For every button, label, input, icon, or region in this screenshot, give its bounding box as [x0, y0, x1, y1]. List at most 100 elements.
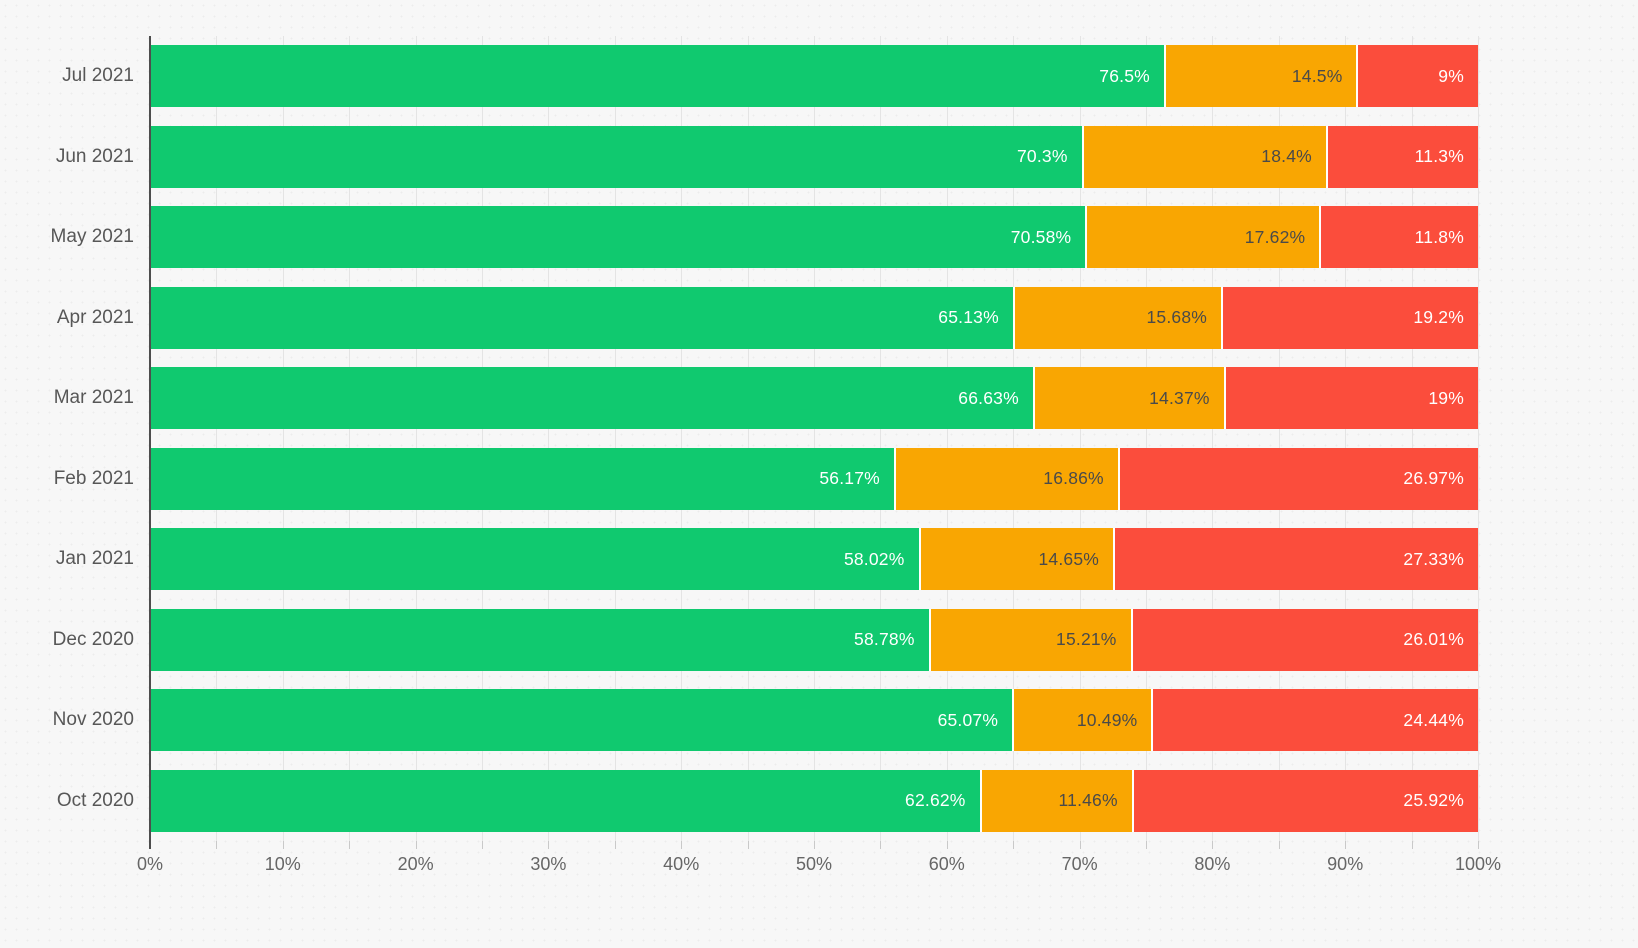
bar-value-label: 26.97%	[1403, 468, 1464, 489]
bar-segment-red[interactable]: 24.44%	[1153, 689, 1478, 752]
bar-value-label: 27.33%	[1403, 548, 1464, 569]
bar-segment-orange[interactable]: 14.5%	[1165, 45, 1359, 108]
x-axis-tick-label: 90%	[1327, 854, 1364, 874]
x-axis-tick	[946, 841, 948, 849]
bar-segment-orange[interactable]: 17.62%	[1087, 206, 1322, 269]
x-axis-tick	[1345, 841, 1347, 849]
bar-segment-green[interactable]: 66.63%	[150, 367, 1035, 430]
bar-track: 65.07% 10.49% 24.44%	[150, 689, 1478, 752]
gridline	[614, 36, 616, 841]
bar-segment-orange[interactable]: 16.86%	[895, 447, 1120, 510]
x-axis-tick	[747, 841, 749, 849]
bar-value-label: 19%	[1428, 387, 1464, 408]
gridline	[1079, 36, 1081, 841]
y-axis-label: Mar 2021	[53, 387, 134, 409]
bar-segment-orange[interactable]: 14.65%	[920, 528, 1116, 591]
x-axis-tick	[282, 841, 284, 849]
gridline	[814, 36, 815, 841]
bar-row: 56.17% 16.86% 26.97%	[150, 439, 1478, 520]
bar-segment-orange[interactable]: 15.21%	[930, 608, 1133, 671]
bar-track: 66.63% 14.37% 19%	[150, 367, 1478, 430]
gridline	[548, 36, 550, 841]
bar-value-label: 24.44%	[1403, 709, 1464, 730]
bar-segment-red[interactable]: 9%	[1358, 45, 1478, 108]
x-axis-tick	[1079, 841, 1081, 849]
gridline	[1278, 36, 1280, 841]
bar-track: 56.17% 16.86% 26.97%	[150, 447, 1478, 510]
gridline	[1411, 36, 1413, 841]
x-axis-tick	[1212, 841, 1214, 849]
bar-value-label: 10.49%	[1076, 709, 1138, 730]
bar-value-label: 56.17%	[819, 468, 880, 489]
bar-segment-green[interactable]: 65.13%	[150, 286, 1015, 349]
bar-value-label: 17.62%	[1244, 226, 1306, 247]
bar-value-label: 65.13%	[938, 307, 999, 328]
bar-segment-green[interactable]: 65.07%	[150, 689, 1015, 752]
x-axis-tick	[1278, 841, 1280, 849]
bar-segment-green[interactable]: 70.58%	[150, 206, 1088, 269]
bar-value-label: 18.4%	[1261, 146, 1312, 167]
bar-value-label: 14.65%	[1038, 548, 1100, 569]
bar-segment-green[interactable]: 70.3%	[150, 125, 1084, 188]
bar-track: 70.58% 17.62% 11.8%	[150, 206, 1478, 269]
bar-row: 70.58% 17.62% 11.8%	[150, 197, 1478, 278]
x-axis-tick	[216, 841, 218, 849]
x-axis-tick-label: 100%	[1454, 854, 1502, 874]
bar-value-label: 14.5%	[1291, 65, 1343, 86]
bar-segment-orange[interactable]: 15.68%	[1014, 286, 1224, 349]
x-axis-tick-label: 20%	[397, 854, 434, 874]
gridline	[282, 36, 284, 841]
bar-segment-orange[interactable]: 18.4%	[1083, 125, 1328, 188]
bar-row: 65.07% 10.49% 24.44%	[150, 680, 1478, 761]
bar-segment-red[interactable]: 11.3%	[1327, 125, 1478, 188]
y-axis-label: May 2021	[50, 226, 134, 248]
x-axis: 0% 10% 20% 30% 40% 50% 60% 70% 80% 90% 100%	[137, 841, 1501, 901]
gridline	[747, 36, 749, 841]
bar-segment-red[interactable]: 11.8%	[1321, 206, 1478, 269]
bar-row: 65.13% 15.68% 19.2%	[150, 278, 1478, 359]
bar-value-label: 62.62%	[905, 790, 966, 811]
bar-segment-red[interactable]: 19.2%	[1223, 286, 1478, 349]
gridline	[1212, 36, 1214, 841]
bar-track: 76.5% 14.5% 9%	[150, 45, 1478, 108]
x-axis-tick-label: 30%	[530, 854, 567, 874]
x-axis-tick	[415, 841, 417, 849]
bar-segment-green[interactable]: 62.62%	[150, 769, 982, 832]
plot-area: 76.5% 14.5% 9% 70.3% 18.4% 11.3% 70.58% 17.62% 1…	[150, 36, 1479, 841]
bar-track: 58.78% 15.21% 26.01%	[150, 608, 1478, 671]
bar-row: 66.63% 14.37% 19%	[150, 358, 1478, 439]
x-axis-tick	[681, 841, 683, 849]
bar-segment-green[interactable]: 76.5%	[150, 45, 1166, 108]
bar-value-label: 11.3%	[1414, 146, 1464, 167]
y-axis-label: Nov 2020	[52, 709, 134, 731]
bar-segment-orange[interactable]: 10.49%	[1014, 689, 1154, 752]
bar-segment-red[interactable]: 26.01%	[1132, 608, 1478, 671]
gridline	[1146, 36, 1147, 841]
y-axis-label: Apr 2021	[56, 306, 134, 328]
bar-value-label: 58.78%	[854, 629, 915, 650]
x-axis-tick	[614, 841, 616, 849]
bar-segment-red[interactable]: 26.97%	[1119, 447, 1478, 510]
x-axis-tick-label: 0%	[136, 854, 164, 874]
x-axis-tick	[1013, 841, 1015, 849]
bar-track: 58.02% 14.65% 27.33%	[150, 528, 1478, 591]
bar-segment-orange[interactable]: 11.46%	[981, 769, 1134, 832]
y-axis: Jul 2021 Jun 2021 May 2021 Apr 2021 Mar 2021…	[0, 36, 134, 841]
bar-value-label: 15.68%	[1146, 307, 1208, 328]
bar-segment-green[interactable]: 58.78%	[150, 608, 931, 671]
bar-segment-red[interactable]: 25.92%	[1133, 769, 1478, 832]
bar-rows: 76.5% 14.5% 9% 70.3% 18.4% 11.3% 70.58% 17.62% 1…	[150, 36, 1478, 841]
bar-track: 65.13% 15.68% 19.2%	[150, 286, 1478, 349]
bar-segment-green[interactable]: 58.02%	[150, 528, 921, 591]
bar-value-label: 14.37%	[1149, 387, 1210, 408]
x-axis-tick	[482, 841, 483, 849]
bar-segment-orange[interactable]: 14.37%	[1034, 367, 1226, 430]
bar-segment-red[interactable]: 27.33%	[1115, 528, 1478, 591]
bar-row: 58.78% 15.21% 26.01%	[150, 600, 1478, 681]
bar-value-label: 76.5%	[1099, 65, 1150, 86]
bar-value-label: 25.92%	[1403, 790, 1464, 811]
gridline	[216, 36, 218, 841]
bar-segment-red[interactable]: 19%	[1225, 367, 1478, 430]
bar-value-label: 58.02%	[843, 548, 905, 569]
bar-segment-green[interactable]: 56.17%	[150, 447, 896, 510]
